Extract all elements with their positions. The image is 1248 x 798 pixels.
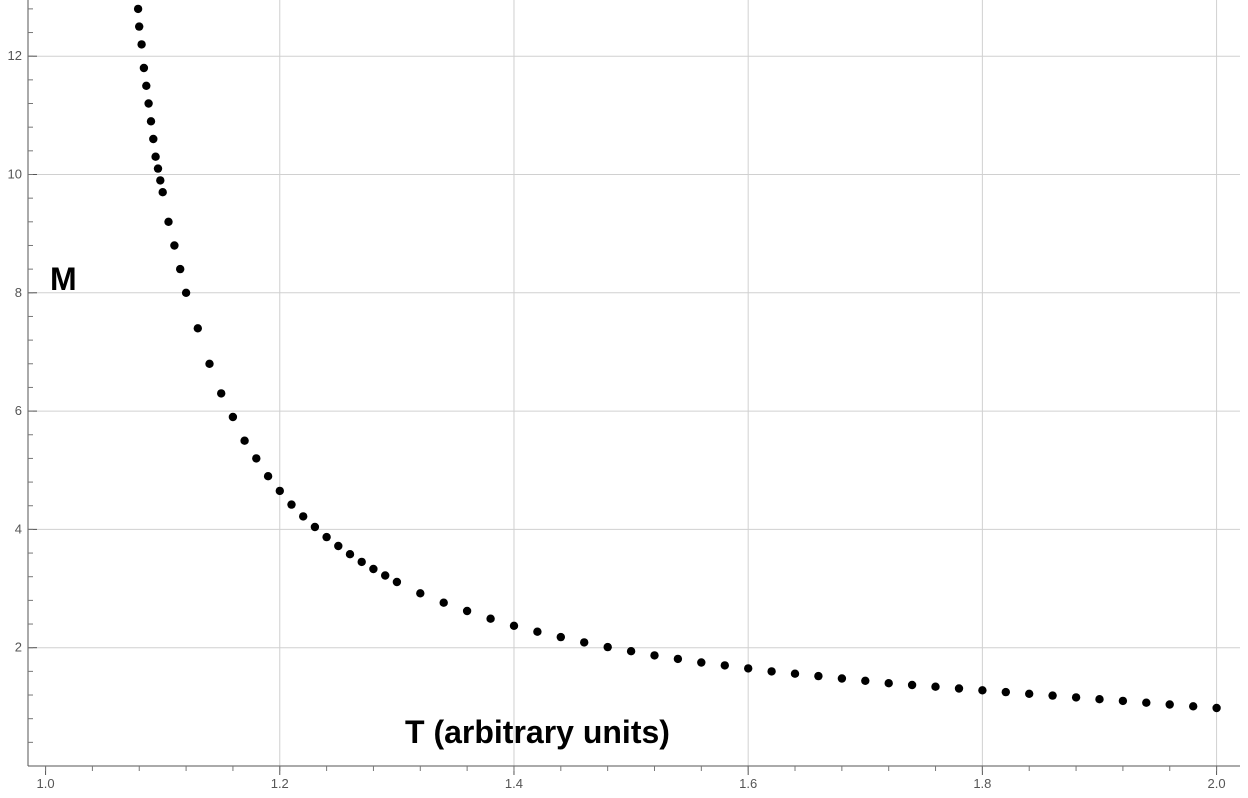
data-point (151, 152, 160, 161)
data-point (580, 638, 589, 647)
data-point (626, 647, 636, 656)
data-point (287, 500, 296, 509)
data-point (978, 686, 987, 695)
data-points (133, 4, 1221, 713)
data-point (462, 606, 472, 616)
data-point (744, 664, 753, 673)
data-point (217, 389, 226, 398)
data-point (1212, 703, 1221, 713)
data-point (392, 577, 402, 587)
y-tick-label: 12 (8, 48, 22, 63)
tick-labels: 1.0 1.2 1.4 1.6 1.8 2.0 2 4 6 8 10 12 (8, 48, 1226, 791)
data-point (556, 632, 565, 642)
data-point (720, 661, 729, 670)
data-point (299, 512, 308, 521)
data-point (1048, 691, 1057, 700)
data-point (509, 621, 519, 630)
data-point (1165, 700, 1174, 709)
data-point (135, 22, 144, 31)
data-point (252, 454, 261, 463)
data-point (153, 164, 163, 173)
data-point (275, 486, 284, 496)
data-point (790, 669, 800, 678)
data-point (439, 598, 448, 607)
data-point (240, 436, 249, 445)
y-tick-label: 10 (8, 166, 22, 181)
data-point (164, 217, 173, 226)
data-point (814, 671, 823, 681)
x-tick-label: 1.8 (973, 776, 991, 791)
data-point (381, 571, 390, 580)
data-point (1095, 695, 1104, 704)
data-point (603, 642, 612, 652)
data-point (142, 81, 151, 91)
data-point (158, 188, 167, 197)
data-point (170, 241, 179, 250)
data-point (205, 359, 214, 368)
y-tick-label: 6 (15, 403, 22, 418)
x-tick-label: 1.6 (739, 776, 757, 791)
data-point (137, 40, 146, 49)
y-axis-label: M (50, 261, 77, 297)
grid (28, 0, 1240, 766)
data-point (156, 176, 165, 185)
data-point (861, 676, 870, 685)
data-point (322, 532, 331, 542)
tick-marks (28, 8, 1218, 775)
data-point (369, 564, 378, 574)
data-point (837, 674, 847, 683)
data-point (139, 63, 149, 73)
data-point (193, 324, 202, 333)
data-point (133, 4, 143, 14)
x-tick-label: 2.0 (1208, 776, 1226, 791)
data-point (149, 134, 158, 144)
data-point (767, 667, 776, 676)
data-point (1118, 696, 1128, 706)
data-point (144, 99, 153, 108)
data-point (310, 522, 320, 532)
x-tick-label: 1.0 (37, 776, 55, 791)
data-point (416, 589, 425, 598)
data-point (884, 679, 893, 688)
data-point (228, 412, 238, 422)
data-point (931, 682, 940, 691)
y-tick-label: 8 (15, 285, 22, 300)
data-point (954, 684, 964, 693)
x-axis-label: T (arbitrary units) (405, 714, 670, 750)
data-point (146, 117, 156, 126)
data-point (1189, 702, 1198, 711)
y-tick-label: 4 (15, 521, 22, 536)
data-point (533, 627, 542, 636)
data-point (357, 557, 366, 567)
data-point (1025, 689, 1034, 698)
data-point (263, 472, 273, 481)
x-tick-label: 1.2 (271, 776, 289, 791)
data-point (176, 264, 185, 274)
data-point (650, 651, 659, 660)
data-point (907, 680, 917, 690)
x-tick-label: 1.4 (505, 776, 523, 791)
data-point (673, 654, 683, 664)
data-point (697, 658, 706, 667)
data-point (1001, 687, 1010, 697)
data-point (181, 288, 191, 297)
data-point (1142, 698, 1151, 707)
data-point (334, 541, 343, 551)
data-point (486, 614, 495, 623)
data-point (345, 550, 355, 559)
data-point (1071, 693, 1081, 702)
y-tick-label: 2 (15, 640, 22, 655)
